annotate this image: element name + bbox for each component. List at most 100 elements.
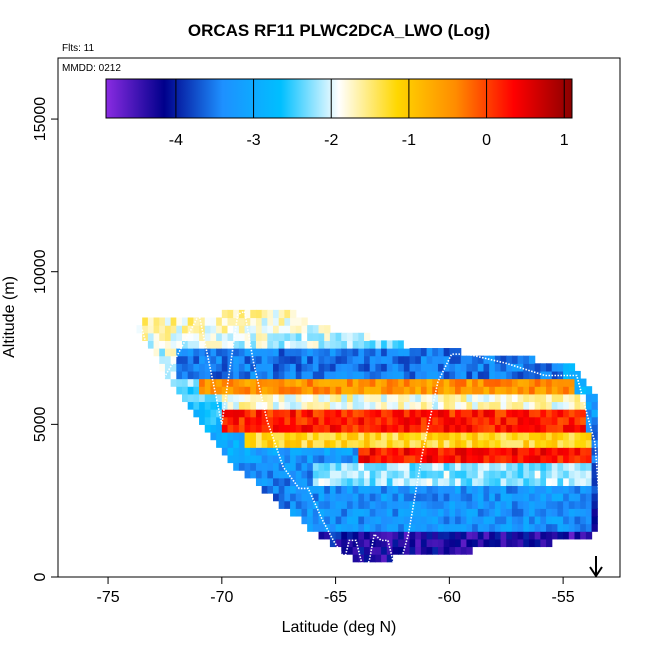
heatmap-cell — [381, 462, 388, 471]
heatmap-cell — [563, 416, 570, 425]
heatmap-cell — [273, 370, 280, 380]
heatmap-cell — [392, 485, 399, 494]
heatmap-cell — [392, 477, 399, 487]
heatmap-cell — [346, 370, 354, 380]
heatmap-cell — [574, 393, 581, 403]
heatmap-cell — [568, 370, 576, 380]
heatmap-cell — [472, 477, 479, 487]
heatmap-cell — [250, 386, 257, 395]
heatmap-cell — [403, 386, 411, 395]
heatmap-cell — [585, 470, 593, 479]
heatmap-cell — [398, 355, 405, 364]
heatmap-cell — [364, 523, 371, 532]
heatmap-cell — [341, 424, 348, 433]
heatmap-cell — [255, 340, 263, 349]
heatmap-cell — [364, 515, 371, 525]
heatmap-cell — [392, 370, 399, 380]
heatmap-cell — [449, 378, 456, 387]
heatmap-cell — [580, 454, 587, 464]
heatmap-cell — [511, 538, 519, 548]
heatmap-cell — [437, 370, 445, 380]
heatmap-cell — [358, 500, 365, 509]
heatmap-cell — [267, 309, 274, 319]
heatmap-cell — [358, 424, 365, 433]
heatmap-cell — [255, 325, 263, 334]
heatmap-cell — [449, 515, 456, 525]
heatmap-cell — [227, 348, 234, 357]
heatmap-cell — [273, 470, 280, 479]
heatmap-cell — [398, 363, 405, 372]
heatmap-cell — [295, 424, 303, 433]
heatmap-cell — [318, 348, 325, 357]
heatmap-cell — [415, 531, 422, 540]
heatmap-cell — [381, 546, 388, 555]
colorbar-tick-label: 1 — [560, 132, 569, 149]
heatmap-cell — [335, 531, 342, 540]
heatmap-cell — [375, 386, 382, 395]
heatmap-cell — [255, 477, 263, 487]
heatmap-cell — [142, 317, 149, 326]
heatmap-cell — [375, 416, 382, 425]
heatmap-cell — [295, 340, 303, 349]
heatmap-cell — [290, 393, 297, 403]
heatmap-cell — [466, 470, 473, 479]
heatmap-cell — [415, 470, 422, 479]
heatmap-cell — [255, 439, 263, 448]
heatmap-cell — [443, 378, 450, 387]
heatmap-cell — [193, 409, 200, 418]
heatmap-cell — [250, 416, 257, 425]
heatmap-cell — [153, 348, 160, 357]
heatmap-cell — [284, 317, 291, 326]
heatmap-cell — [255, 386, 263, 395]
heatmap-cell — [398, 439, 405, 448]
heatmap-cell — [369, 439, 377, 448]
heatmap-cell — [398, 401, 405, 410]
heatmap-cell — [511, 485, 519, 494]
heatmap-cell — [199, 363, 206, 372]
heatmap-cell — [472, 538, 479, 548]
heatmap-cell — [364, 462, 371, 471]
heatmap-cell — [341, 500, 348, 509]
heatmap-cell — [546, 462, 553, 471]
heatmap-cell — [540, 470, 547, 479]
heatmap-cell — [318, 416, 325, 425]
heatmap-cell — [318, 500, 325, 509]
heatmap-cell — [574, 477, 581, 487]
heatmap-cell — [329, 485, 337, 494]
heatmap-cell — [358, 340, 365, 349]
heatmap-cell — [329, 439, 337, 448]
heatmap-cell — [170, 317, 177, 326]
heatmap-cell — [273, 317, 280, 326]
heatmap-cell — [517, 462, 524, 471]
heatmap-cell — [318, 515, 325, 525]
heatmap-cell — [511, 523, 519, 532]
heatmap-cell — [426, 424, 433, 433]
heatmap-cell — [278, 393, 285, 403]
heatmap-cell — [375, 546, 382, 555]
heatmap-cell — [483, 454, 490, 464]
heatmap-cell — [574, 470, 581, 479]
heatmap-cell — [426, 462, 433, 471]
heatmap-cell — [477, 439, 485, 448]
heatmap-cell — [199, 401, 206, 410]
heatmap-cell — [204, 348, 212, 357]
heatmap-cell — [273, 454, 280, 464]
heatmap-cell — [216, 355, 223, 364]
heatmap-cell — [284, 500, 291, 509]
heatmap-cell — [307, 340, 314, 349]
heatmap-cell — [318, 363, 325, 372]
heatmap-cell — [346, 523, 354, 532]
heatmap-cell — [477, 462, 485, 471]
heatmap-cell — [551, 485, 559, 494]
heatmap-cell — [449, 416, 456, 425]
heatmap-cell — [551, 424, 559, 433]
heatmap-cell — [546, 523, 553, 532]
heatmap-cell — [477, 416, 485, 425]
heatmap-cell — [551, 493, 559, 502]
heatmap-cell — [432, 531, 439, 540]
heatmap-cell — [307, 386, 314, 395]
heatmap-cell — [494, 493, 502, 502]
heatmap-cell — [295, 462, 303, 471]
heatmap-cell — [335, 409, 342, 418]
heatmap-cell — [364, 348, 371, 357]
